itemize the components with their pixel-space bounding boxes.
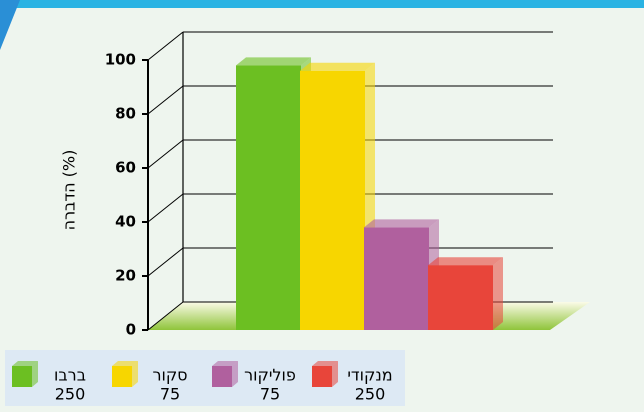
legend-name: סקור <box>152 366 187 385</box>
bar-top <box>236 57 311 66</box>
top-band <box>0 0 644 8</box>
grid-diagonal <box>147 139 184 169</box>
grid-diagonal <box>147 31 184 61</box>
legend-swatch-top <box>112 361 138 366</box>
bar-side <box>493 257 503 330</box>
y-tick-label: 100 <box>105 51 136 69</box>
legend-swatch <box>312 366 332 387</box>
legend-swatch-top <box>12 361 38 366</box>
y-tick-label: 20 <box>115 267 136 285</box>
y-tick-label: 40 <box>115 213 136 231</box>
legend-swatch-top <box>212 361 238 366</box>
legend-dose: 75 <box>260 385 280 404</box>
grid-diagonal <box>147 247 184 277</box>
y-tick-label: 0 <box>126 321 136 339</box>
legend-swatch-side <box>32 361 38 387</box>
bar-top <box>428 257 503 266</box>
legend-swatch-top <box>312 361 338 366</box>
legend-swatch-side <box>232 361 238 387</box>
legend-dose: 250 <box>355 385 386 404</box>
legend-swatch <box>112 366 132 387</box>
legend-name: מנקודי <box>347 366 392 385</box>
bar <box>428 265 493 330</box>
legend-swatch-side <box>332 361 338 387</box>
y-axis-label: הדברה (%) <box>60 150 79 231</box>
y-tick-label: 60 <box>115 159 136 177</box>
grid-diagonal <box>147 193 184 223</box>
grid-diagonal <box>147 85 184 115</box>
legend-swatch-side <box>132 361 138 387</box>
bar <box>300 70 365 331</box>
legend-swatch <box>12 366 32 387</box>
bar-top <box>364 219 439 228</box>
legend-name: ברבו <box>54 366 86 385</box>
legend-dose: 250 <box>55 385 86 404</box>
legend-dose: 75 <box>160 385 180 404</box>
y-tick-label: 80 <box>115 105 136 123</box>
bar <box>236 65 301 331</box>
corner <box>0 0 20 50</box>
legend-box <box>5 350 405 406</box>
grid-diagonal <box>147 301 184 331</box>
legend-name: פוליקור <box>244 366 296 385</box>
bar-top <box>300 62 375 71</box>
bar <box>364 227 429 330</box>
legend-swatch <box>212 366 232 387</box>
